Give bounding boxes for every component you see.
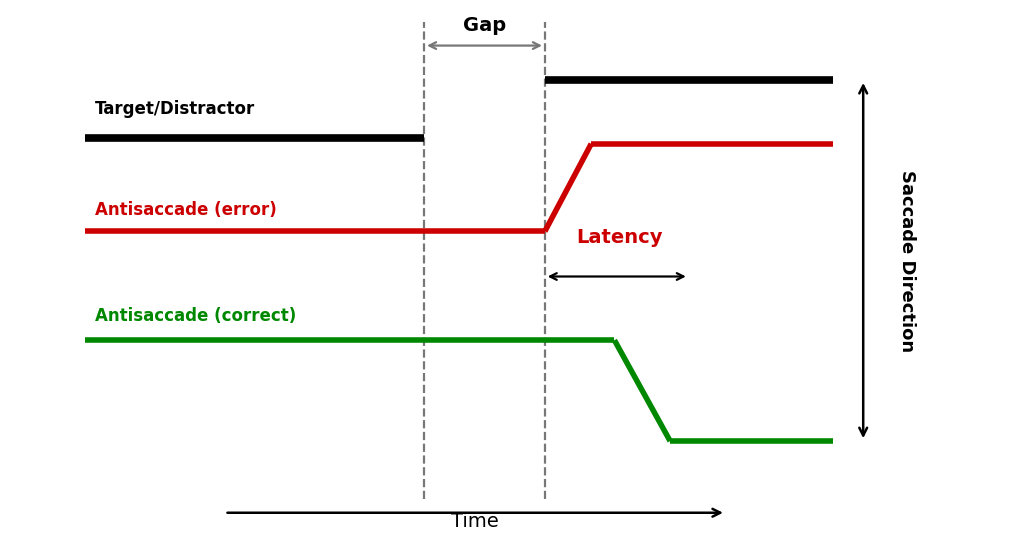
Text: Saccade Direction: Saccade Direction: [897, 170, 915, 352]
Text: Target/Distractor: Target/Distractor: [95, 100, 255, 118]
Text: Time: Time: [450, 512, 498, 531]
Text: Antisaccade (error): Antisaccade (error): [95, 201, 276, 219]
Text: Gap: Gap: [463, 16, 505, 35]
Text: Antisaccade (correct): Antisaccade (correct): [95, 307, 296, 325]
Text: Latency: Latency: [576, 228, 661, 247]
